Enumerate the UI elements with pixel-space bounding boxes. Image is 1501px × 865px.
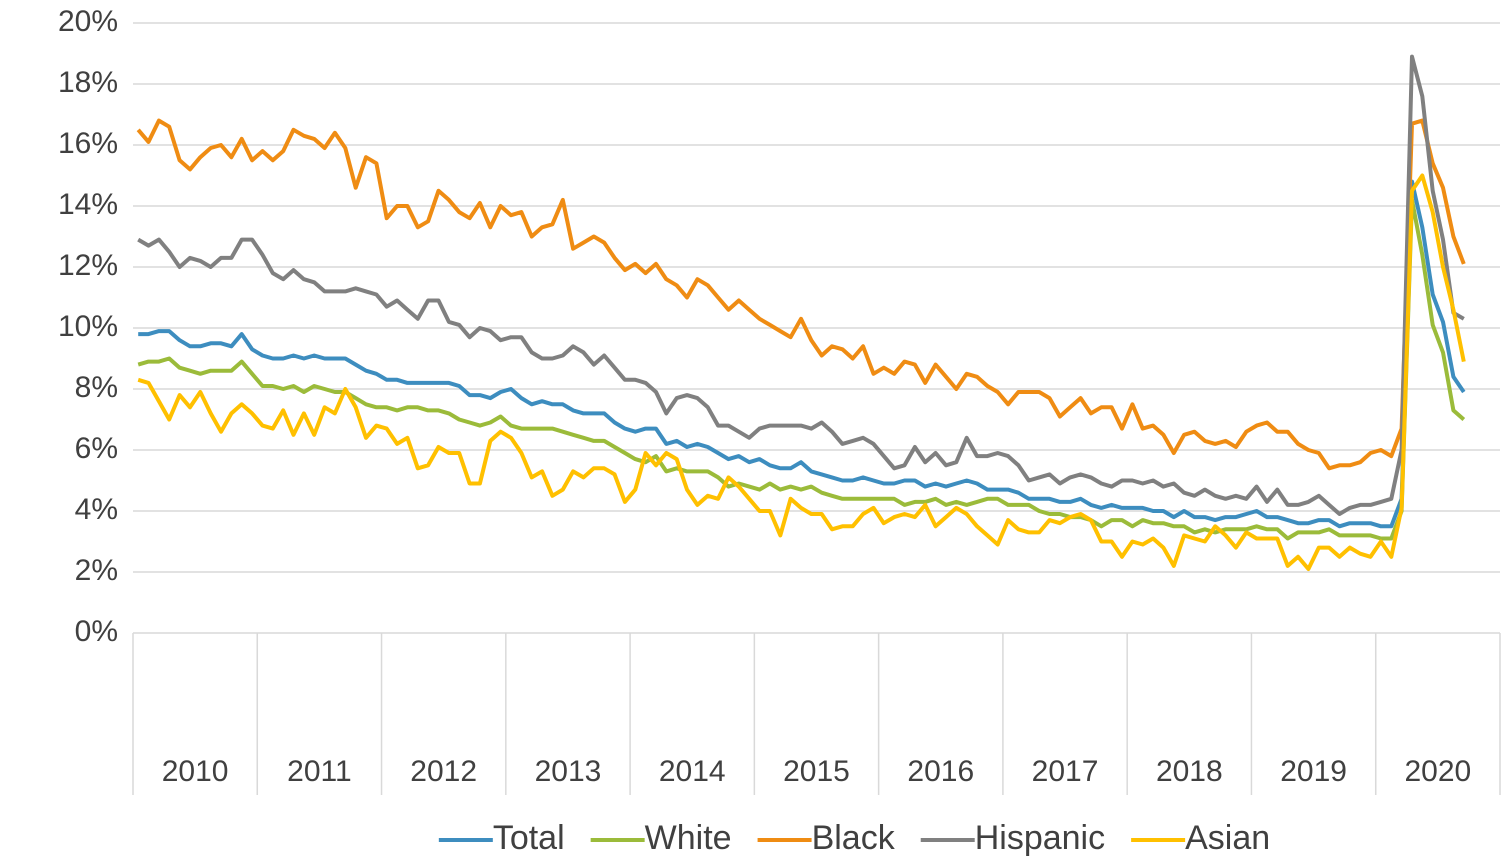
x-tick-label: 2014	[659, 755, 726, 788]
y-tick-label: 18%	[58, 66, 118, 99]
legend-item: Total	[438, 819, 565, 857]
y-tick-label: 14%	[58, 188, 118, 221]
series-line	[136, 118, 1466, 471]
y-tick-label: 12%	[58, 249, 118, 282]
x-tick-label: 2019	[1280, 755, 1347, 788]
y-tick-label: 6%	[75, 432, 118, 465]
legend-label: Total	[493, 819, 565, 857]
x-tick-label: 2011	[287, 755, 352, 788]
legend-label: Black	[812, 819, 896, 857]
y-tick-label: 4%	[75, 493, 118, 526]
x-tick-label: 2010	[162, 755, 229, 788]
series-line	[137, 54, 1465, 516]
legend-item: Hispanic	[920, 819, 1105, 857]
x-tick-label: 2017	[1032, 755, 1099, 788]
y-tick-label: 2%	[75, 554, 118, 587]
x-tick-label: 2016	[907, 755, 974, 788]
legend-item: White	[590, 819, 732, 857]
y-tick-label: 0%	[75, 615, 118, 648]
x-tick-label: 2020	[1404, 755, 1471, 788]
y-tick-label: 10%	[58, 310, 118, 343]
x-tick-label: 2013	[535, 755, 602, 788]
legend-label: Asian	[1185, 819, 1270, 857]
series-line	[137, 173, 1466, 571]
series-line	[138, 179, 1466, 529]
x-tick-label: 2012	[410, 755, 477, 788]
x-tick-label: 2018	[1156, 755, 1223, 788]
x-tick-label: 2015	[783, 755, 850, 788]
legend-item: Black	[757, 819, 896, 857]
legend-item: Asian	[1131, 819, 1270, 857]
legend-label: White	[645, 819, 732, 857]
y-tick-label: 20%	[58, 5, 118, 38]
series-line	[137, 197, 1466, 541]
y-tick-label: 8%	[75, 371, 118, 404]
y-tick-label: 16%	[58, 127, 118, 160]
legend-label: Hispanic	[975, 819, 1105, 857]
